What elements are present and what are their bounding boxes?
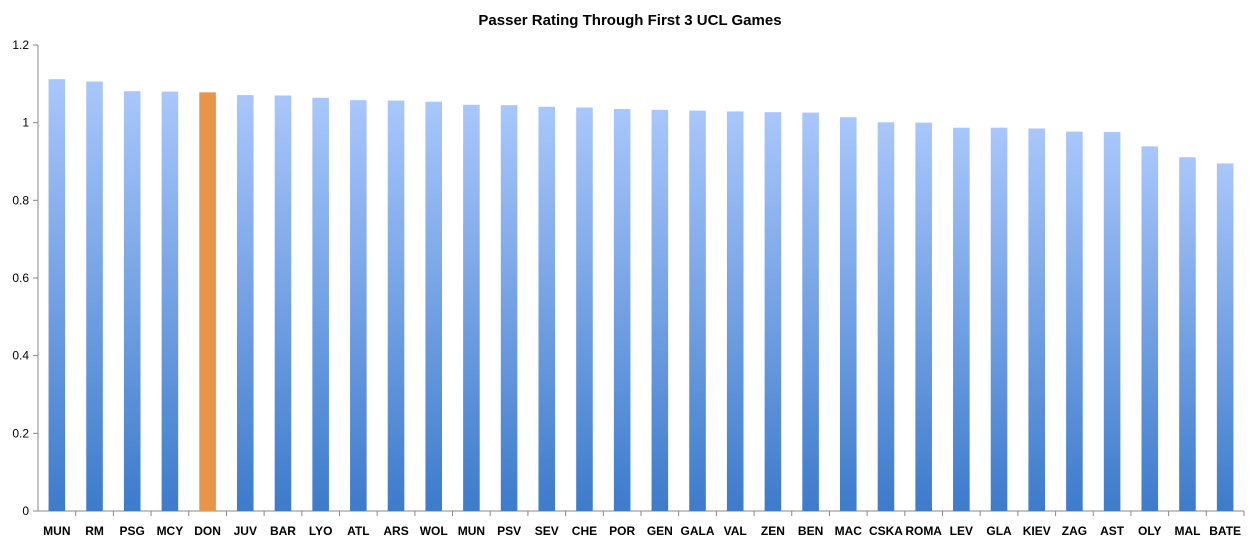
bar xyxy=(651,109,669,511)
x-tick-label: ATL xyxy=(347,524,369,538)
chart-labels: 0 0.2 0.4 0.6 0.8 1 1.2 MUN RM PSG MCY DON JUV BAR LYO… xyxy=(12,38,1241,538)
bar xyxy=(161,91,179,511)
chart-bars xyxy=(48,79,1234,512)
bar xyxy=(1028,128,1046,511)
bar xyxy=(613,109,631,511)
x-tick-label: VAL xyxy=(724,524,747,538)
bar xyxy=(86,81,103,512)
bar xyxy=(236,95,254,511)
bar xyxy=(312,97,329,512)
x-tick-label: MAC xyxy=(835,524,863,538)
x-tick-label: WOL xyxy=(420,524,448,538)
x-tick-label: CSKA xyxy=(869,524,903,538)
bar xyxy=(48,79,66,511)
bar xyxy=(538,106,556,512)
x-tick-label: ZEN xyxy=(761,524,785,538)
x-tick-label: MUN xyxy=(43,524,70,538)
y-tick-label: 0.2 xyxy=(12,426,29,440)
x-tick-label: MAL xyxy=(1174,524,1200,538)
y-tick-label: 0.4 xyxy=(12,349,29,363)
bar xyxy=(764,112,782,511)
x-tick-label: GLA xyxy=(986,524,1012,538)
x-tick-label: JUV xyxy=(234,524,257,538)
x-tick-label: ARS xyxy=(383,524,408,538)
x-tick-label: BEN xyxy=(798,524,823,538)
bar xyxy=(1066,131,1083,511)
bar xyxy=(123,91,141,511)
bar xyxy=(726,111,744,511)
x-tick-label: BAR xyxy=(270,524,296,538)
bar xyxy=(1216,163,1234,512)
bar xyxy=(1103,131,1121,511)
y-tick-label: 0 xyxy=(22,504,29,518)
x-tick-label: PSV xyxy=(497,524,521,538)
x-tick-label: RM xyxy=(85,524,104,538)
x-tick-label: CHE xyxy=(572,524,597,538)
x-tick-label: MUN xyxy=(458,524,485,538)
bar xyxy=(689,110,706,512)
bar xyxy=(877,122,895,512)
bar xyxy=(802,112,819,511)
x-tick-label: GEN xyxy=(647,524,673,538)
bar xyxy=(839,117,857,511)
x-tick-label: AST xyxy=(1100,524,1125,538)
bar xyxy=(1141,146,1159,512)
y-tick-label: 0.8 xyxy=(12,193,29,207)
x-tick-label: LYO xyxy=(309,524,333,538)
bar xyxy=(915,122,932,512)
x-tick-label: LEV xyxy=(950,524,973,538)
y-tick-label: 0.6 xyxy=(12,271,29,285)
x-tick-label: BATE xyxy=(1209,524,1241,538)
bar xyxy=(953,127,970,511)
x-tick-label: GALA xyxy=(681,524,715,538)
bar xyxy=(463,104,480,511)
x-tick-label: POR xyxy=(609,524,635,538)
x-tick-label: PSG xyxy=(120,524,145,538)
x-tick-label: OLY xyxy=(1138,524,1162,538)
chart-title: Passer Rating Through First 3 UCL Games xyxy=(478,12,782,29)
x-tick-label: ROMA xyxy=(905,524,942,538)
x-tick-label: KIEV xyxy=(1023,524,1051,538)
bar xyxy=(425,101,443,512)
bar xyxy=(1179,157,1196,511)
bar xyxy=(500,105,518,512)
bar xyxy=(274,95,292,511)
bar xyxy=(387,100,405,511)
y-tick-label: 1.2 xyxy=(12,38,29,52)
bar xyxy=(576,107,593,511)
y-tick-label: 1 xyxy=(22,116,29,130)
x-tick-label: SEV xyxy=(535,524,559,538)
x-tick-label: MCY xyxy=(157,524,184,538)
bar xyxy=(350,100,367,511)
x-tick-label: DON xyxy=(194,524,221,538)
x-tick-label: ZAG xyxy=(1062,524,1087,538)
bar xyxy=(199,92,216,512)
bar xyxy=(990,127,1008,511)
